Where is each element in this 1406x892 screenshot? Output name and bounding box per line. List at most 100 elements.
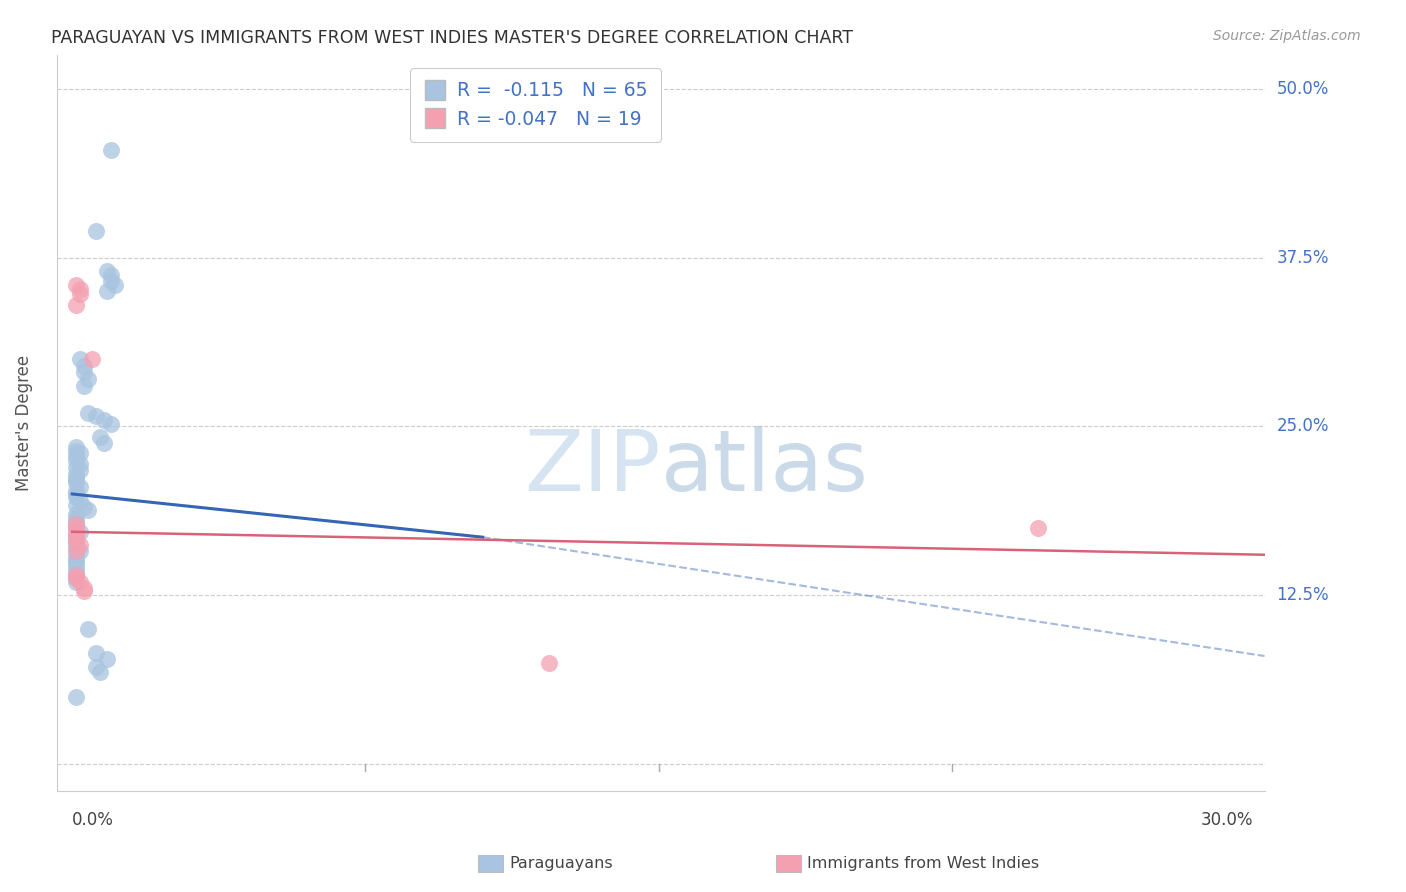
Point <box>69 524 91 539</box>
Point <box>65 558 87 572</box>
Text: Immigrants from West Indies: Immigrants from West Indies <box>807 856 1039 871</box>
Point <box>65 534 87 549</box>
Point <box>65 568 87 582</box>
Point <box>65 527 87 541</box>
Point <box>65 453 87 467</box>
Point <box>77 622 100 636</box>
Point <box>69 538 91 552</box>
Point <box>65 490 87 504</box>
Point <box>65 541 87 555</box>
Point <box>84 224 107 238</box>
Point <box>65 530 87 544</box>
Point <box>65 471 87 485</box>
Point <box>96 651 118 665</box>
Point <box>69 493 91 508</box>
Point <box>65 538 87 552</box>
Point <box>65 443 87 458</box>
Point <box>69 351 91 366</box>
Point <box>69 463 91 477</box>
Text: 37.5%: 37.5% <box>1277 249 1329 267</box>
Point <box>65 516 87 531</box>
Text: 12.5%: 12.5% <box>1277 586 1329 604</box>
Point <box>65 530 87 544</box>
Point <box>65 487 87 501</box>
Legend: R =  -0.115   N = 65, R = -0.047   N = 19: R = -0.115 N = 65, R = -0.047 N = 19 <box>411 68 661 142</box>
Point <box>73 584 96 599</box>
Point <box>73 582 96 596</box>
Point <box>1026 521 1049 535</box>
Point <box>65 543 87 558</box>
Point <box>65 521 87 535</box>
Point <box>69 543 91 558</box>
Point <box>65 507 87 521</box>
Point <box>69 446 91 460</box>
Bar <box>776 855 801 872</box>
Point <box>65 467 87 481</box>
Point <box>69 480 91 494</box>
Point <box>65 521 87 535</box>
Point <box>65 571 87 585</box>
Point <box>69 282 91 296</box>
Point <box>65 568 87 582</box>
Text: 0.0%: 0.0% <box>72 812 114 830</box>
Point <box>65 277 87 292</box>
Point <box>93 435 115 450</box>
Point <box>65 566 87 580</box>
Point <box>65 298 87 312</box>
Point <box>65 449 87 463</box>
Point <box>73 359 96 373</box>
Point <box>65 574 87 589</box>
Point <box>65 516 87 531</box>
Point <box>65 548 87 562</box>
Point <box>77 503 100 517</box>
Point <box>96 285 118 299</box>
Y-axis label: Master's Degree: Master's Degree <box>15 355 32 491</box>
Text: ZIP: ZIP <box>524 425 661 508</box>
Point <box>65 514 87 528</box>
Point <box>93 413 115 427</box>
Point <box>89 430 111 444</box>
Bar <box>478 855 503 872</box>
Point <box>73 500 96 515</box>
Point <box>65 474 87 488</box>
Point <box>89 665 111 680</box>
Point <box>100 274 122 288</box>
Text: 25.0%: 25.0% <box>1277 417 1329 435</box>
Text: Source: ZipAtlas.com: Source: ZipAtlas.com <box>1213 29 1361 43</box>
Point <box>104 277 127 292</box>
Point <box>100 143 122 157</box>
Text: 30.0%: 30.0% <box>1201 812 1253 830</box>
Text: Paraguayans: Paraguayans <box>509 856 613 871</box>
Point <box>77 372 100 386</box>
Point <box>65 460 87 475</box>
Point <box>69 287 91 301</box>
Text: PARAGUAYAN VS IMMIGRANTS FROM WEST INDIES MASTER'S DEGREE CORRELATION CHART: PARAGUAYAN VS IMMIGRANTS FROM WEST INDIE… <box>51 29 852 46</box>
Point <box>84 409 107 423</box>
Point <box>65 534 87 549</box>
Point <box>538 656 561 670</box>
Point <box>84 646 107 660</box>
Point <box>69 574 91 589</box>
Point <box>100 417 122 431</box>
Point <box>65 484 87 499</box>
Text: atlas: atlas <box>661 425 869 508</box>
Point <box>73 379 96 393</box>
Text: 50.0%: 50.0% <box>1277 80 1329 98</box>
Point <box>65 554 87 568</box>
Point <box>65 498 87 512</box>
Point <box>65 511 87 525</box>
Point <box>84 660 107 674</box>
Point <box>65 476 87 491</box>
Point <box>69 457 91 471</box>
Point <box>65 440 87 454</box>
Point <box>73 366 96 380</box>
Point <box>77 406 100 420</box>
Point <box>100 268 122 283</box>
Point <box>96 264 118 278</box>
Point <box>65 551 87 566</box>
Point <box>65 524 87 539</box>
Point <box>65 690 87 704</box>
Point <box>65 561 87 575</box>
Point <box>65 571 87 585</box>
Point <box>80 351 103 366</box>
